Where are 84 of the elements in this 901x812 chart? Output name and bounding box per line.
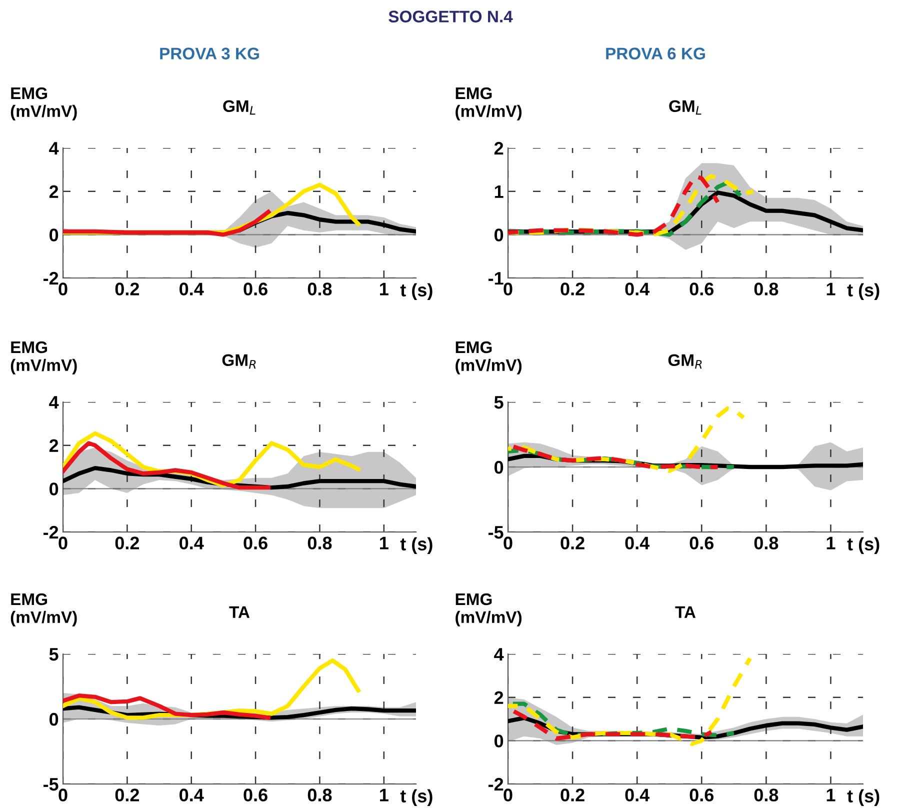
x-tick-label: 0.8 (308, 282, 332, 296)
y-tick-label: 0 (50, 228, 58, 242)
x-axis-title: t (s) (847, 283, 880, 300)
x-tick-label: 0.2 (115, 282, 140, 296)
x-tick-label: 0 (504, 536, 512, 550)
chart-subtitle: PROVA 6 KG (606, 48, 705, 60)
x-axis-title: t (s) (847, 789, 880, 806)
y-tick-label: 5 (494, 396, 504, 409)
x-tick-label: 0.8 (754, 282, 778, 296)
x-tick-label: 1 (380, 788, 388, 802)
y-axis-title: EMG (mV/mV) (10, 341, 77, 374)
y-axis-title: EMG (mV/mV) (456, 87, 522, 120)
chart-title: GM$_{R}$ (222, 354, 256, 369)
x-tick-label: 1 (826, 536, 836, 550)
y-tick-label: 0 (50, 712, 58, 726)
y-tick-label: -2 (43, 272, 58, 285)
x-tick-label: 0.2 (115, 788, 140, 802)
line-series (63, 210, 270, 237)
y-tick-label: -5 (488, 526, 504, 539)
y-tick-label: 2 (494, 691, 504, 704)
x-tick-label: 0.6 (244, 788, 268, 802)
x-tick-label: 0.6 (244, 536, 268, 550)
y-axis-title: EMG (mV/mV) (10, 593, 77, 626)
x-tick-label: 0.8 (754, 536, 778, 550)
x-tick-label: 0 (58, 788, 68, 802)
y-tick-label: 4 (49, 396, 59, 409)
line-series (508, 406, 746, 473)
x-tick-label: 1 (826, 282, 836, 296)
x-tick-label: 0 (58, 536, 68, 550)
chart-title: GM$_{L}$ (669, 100, 702, 115)
y-tick-label: 5 (49, 648, 58, 661)
chart-title: GM$_{L}$ (223, 100, 256, 115)
y-tick-label: 4 (49, 142, 59, 155)
y-tick-label: 2 (49, 185, 58, 198)
y-axis-title: EMG (mV/mV) (10, 87, 77, 120)
x-tick-label: 0.8 (754, 788, 778, 802)
y-tick-label: 0 (494, 734, 504, 748)
x-tick-label: 0 (504, 282, 512, 296)
x-tick-label: 0 (58, 282, 68, 296)
x-axis-title: t (s) (400, 537, 432, 554)
line-series (63, 694, 270, 720)
x-tick-label: 0.6 (690, 536, 714, 550)
x-tick-label: 0 (504, 788, 512, 802)
x-axis-title: t (s) (847, 537, 880, 554)
x-tick-label: 0.4 (180, 788, 204, 802)
x-tick-label: 0.4 (625, 788, 650, 802)
x-tick-label: 0.6 (690, 282, 714, 296)
x-tick-label: 1 (380, 282, 388, 296)
x-axis-title: t (s) (400, 283, 432, 300)
x-tick-label: 0.2 (560, 282, 584, 296)
x-tick-label: 0.8 (308, 536, 332, 550)
x-axis-title: t (s) (400, 789, 432, 806)
y-tick-label: -2 (488, 778, 504, 791)
x-tick-label: 0.6 (690, 788, 714, 802)
x-tick-label: 0.6 (244, 282, 268, 296)
x-tick-label: 1 (826, 788, 836, 802)
x-tick-label: 0.2 (115, 536, 140, 550)
x-tick-label: 0.2 (560, 536, 584, 550)
y-axis-title: EMG (mV/mV) (456, 593, 522, 626)
x-tick-label: 0.2 (560, 788, 584, 802)
y-tick-label: 1 (494, 185, 504, 198)
y-tick-label: 4 (494, 648, 504, 661)
line-series (508, 656, 752, 746)
x-tick-label: 0.4 (625, 536, 650, 550)
y-tick-label: -1 (488, 272, 504, 285)
chart-title: TA (229, 606, 250, 618)
x-tick-label: 0.4 (180, 282, 204, 296)
x-tick-label: 0.4 (180, 536, 204, 550)
y-tick-label: -2 (43, 526, 58, 539)
y-tick-label: 2 (494, 142, 504, 155)
text: SOGGETTO N.4 (388, 10, 513, 22)
x-tick-label: 1 (380, 536, 388, 550)
x-tick-label: 0.4 (625, 282, 650, 296)
y-tick-label: 0 (494, 460, 504, 474)
x-tick-label: 0.8 (308, 788, 332, 802)
line-series (63, 441, 270, 490)
chart-title: TA (675, 606, 696, 618)
y-axis-title: EMG (mV/mV) (456, 341, 522, 374)
chart-subtitle: PROVA 3 KG (160, 48, 259, 60)
chart-title: GM$_{R}$ (668, 354, 702, 369)
y-tick-label: -5 (43, 778, 58, 791)
y-tick-label: 0 (494, 228, 504, 242)
y-tick-label: 0 (50, 482, 58, 496)
y-tick-label: 2 (49, 439, 58, 452)
